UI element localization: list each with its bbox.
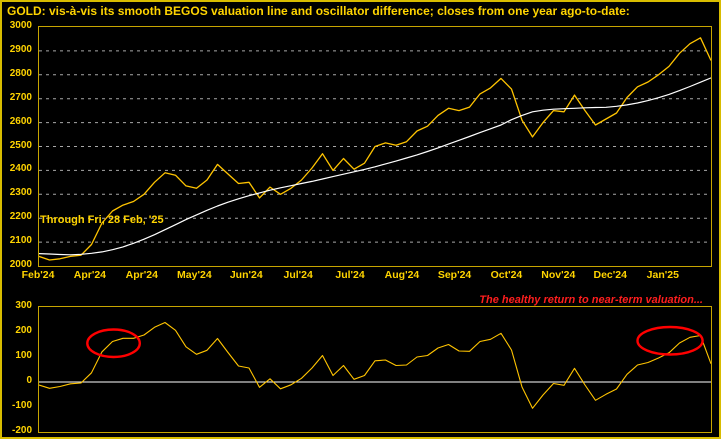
main-y-tick-label: 2400 xyxy=(9,163,32,175)
gold-price-line xyxy=(39,37,711,261)
main-y-tick-label: 2800 xyxy=(9,67,32,79)
x-axis-label: Dec'24 xyxy=(593,269,627,281)
x-axis-label: Oct'24 xyxy=(490,269,523,281)
main-y-tick-label: 3000 xyxy=(9,20,32,31)
main-y-tick-label: 2000 xyxy=(9,259,32,270)
x-axis-label: Sep'24 xyxy=(437,269,472,281)
x-axis: Feb'24 Apr'24 Apr'24 May'24 Jun'24 Jul'24 Jul'… xyxy=(22,269,712,284)
oscillator-annotation: The healthy return to near-term valuatio… xyxy=(479,294,703,306)
x-axis-label: May'24 xyxy=(177,269,212,281)
valuation-line xyxy=(39,77,711,256)
main-y-tick-label: 2700 xyxy=(9,91,32,103)
main-price-plot xyxy=(38,26,712,267)
x-axis-label: Apr'24 xyxy=(125,269,158,281)
main-y-tick-label: 2900 xyxy=(9,43,32,55)
chart-title: GOLD: vis-à-vis its smooth BEGOS valuati… xyxy=(7,4,630,18)
main-y-tick-label: 2100 xyxy=(9,235,32,247)
oval-jan-feb-peak-highlight-oval xyxy=(636,325,704,356)
main-y-tick-label: 2300 xyxy=(9,187,32,199)
oscillator-plot-svg xyxy=(39,321,711,409)
oscillator-y-axis: 300 200 100 0 -100 -200 xyxy=(2,301,34,436)
main-y-axis: 3000 2900 2800 2700 2600 2500 2400 2300 2200 2100… xyxy=(2,21,34,270)
through-date-annotation: Through Fri, 28 Feb, '25 xyxy=(40,214,164,226)
x-axis-label: Apr'24 xyxy=(73,269,107,281)
x-axis-label: Jul'24 xyxy=(335,269,365,281)
oscillator-y-tick-label: -100 xyxy=(11,400,32,411)
price-plot-svg xyxy=(39,37,711,261)
x-axis-label: Jan'25 xyxy=(646,269,679,281)
x-axis-label: Nov'24 xyxy=(541,269,576,281)
x-axis-label: Aug'24 xyxy=(384,269,420,281)
oscillator-y-tick-label: 200 xyxy=(15,325,32,336)
x-axis-label: Jul'24 xyxy=(283,269,313,281)
oscillator-y-tick-label: 0 xyxy=(26,375,32,386)
main-y-tick-label: 2200 xyxy=(9,211,32,223)
x-axis-label: Feb'24 xyxy=(21,269,55,281)
oval-march-april-peak-highlight-oval xyxy=(86,328,142,359)
oscillator-y-tick-label: -200 xyxy=(11,425,32,436)
x-axis-label: Jun'24 xyxy=(229,269,263,281)
oscillator-y-tick-label: 100 xyxy=(15,350,32,361)
oscillator-line xyxy=(39,321,711,409)
main-y-tick-label: 2500 xyxy=(9,139,32,151)
main-y-tick-label: 2600 xyxy=(9,115,32,127)
oscillator-plot xyxy=(38,306,712,433)
oscillator-y-tick-label: 300 xyxy=(15,300,32,311)
